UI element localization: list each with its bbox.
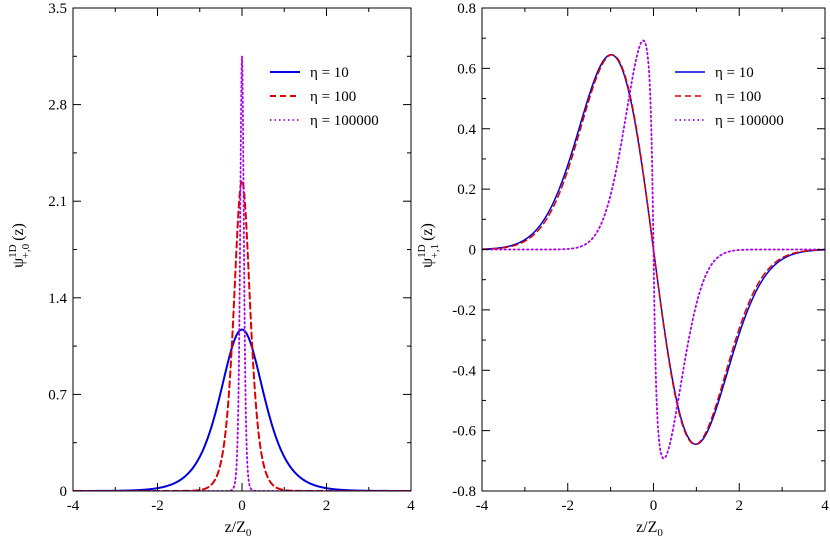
left-y-tick-label: 3.5 <box>48 1 67 17</box>
right-legend: η = 10 η = 100 η = 100000 <box>675 65 784 129</box>
left-x-tick-label: 2 <box>323 498 331 514</box>
right-y-tick-label: -0.2 <box>452 303 476 319</box>
left-legend-label-3: η = 100000 <box>310 113 379 129</box>
left-x-tick-label: -2 <box>151 498 164 514</box>
left-y-tick-label: 0.7 <box>48 387 67 403</box>
left-x-tick-label: 0 <box>238 498 246 514</box>
right-chart-panel: -4 -2 0 2 4 -0.8 -0.6 -0.4 -0.2 0 0.2 0.4 0.6 0.8 z/Z0… <box>416 1 829 539</box>
right-x-tick-label: -2 <box>562 498 575 514</box>
right-x-axis-label: z/Z0 <box>636 519 663 539</box>
left-chart-panel: -4 -2 0 2 4 0 0.7 1.4 2.1 2.8 3.5 z/Z0 ψ1D+,0(z) η = … <box>7 1 415 539</box>
right-y-tick-label: 0.4 <box>457 122 476 138</box>
right-y-tick-label: 0.8 <box>457 1 476 17</box>
right-x-tick-label: 4 <box>821 498 829 514</box>
left-legend: η = 10 η = 100 η = 100000 <box>270 65 379 129</box>
right-y-tick-label: 0.6 <box>457 61 476 77</box>
right-x-tick-label: 0 <box>650 498 658 514</box>
left-series-line-2 <box>73 179 411 491</box>
right-y-tick-label: -0.6 <box>452 424 476 440</box>
left-x-tick-label: -4 <box>67 498 80 514</box>
right-legend-label-1: η = 10 <box>715 65 754 81</box>
left-legend-label-1: η = 10 <box>310 65 349 81</box>
left-series-line-1 <box>73 328 411 491</box>
left-y-tick-label: 0 <box>60 484 68 500</box>
left-x-axis-label: z/Z0 <box>225 519 252 539</box>
right-legend-label-2: η = 100 <box>715 89 761 105</box>
right-y-axis-label: ψ1D+,1(z) <box>416 223 441 268</box>
left-y-tick-label: 1.4 <box>48 291 67 307</box>
left-legend-label-2: η = 100 <box>310 89 356 105</box>
right-x-tick-label: 2 <box>736 498 744 514</box>
right-y-tick-label: 0.2 <box>457 182 476 198</box>
right-x-tick-label: -4 <box>476 498 489 514</box>
right-y-tick-label: -0.8 <box>452 484 476 500</box>
right-y-tick-label: 0 <box>469 243 477 259</box>
left-y-tick-label: 2.1 <box>48 194 67 210</box>
left-series-line-3 <box>73 55 411 491</box>
left-y-tick-label: 2.8 <box>48 98 67 114</box>
right-y-tick-label: -0.4 <box>452 363 476 379</box>
left-x-tick-label: 4 <box>407 498 415 514</box>
right-series-line-2 <box>482 54 825 445</box>
left-y-axis-label: ψ1D+,0(z) <box>7 223 32 268</box>
right-legend-label-3: η = 100000 <box>715 113 784 129</box>
